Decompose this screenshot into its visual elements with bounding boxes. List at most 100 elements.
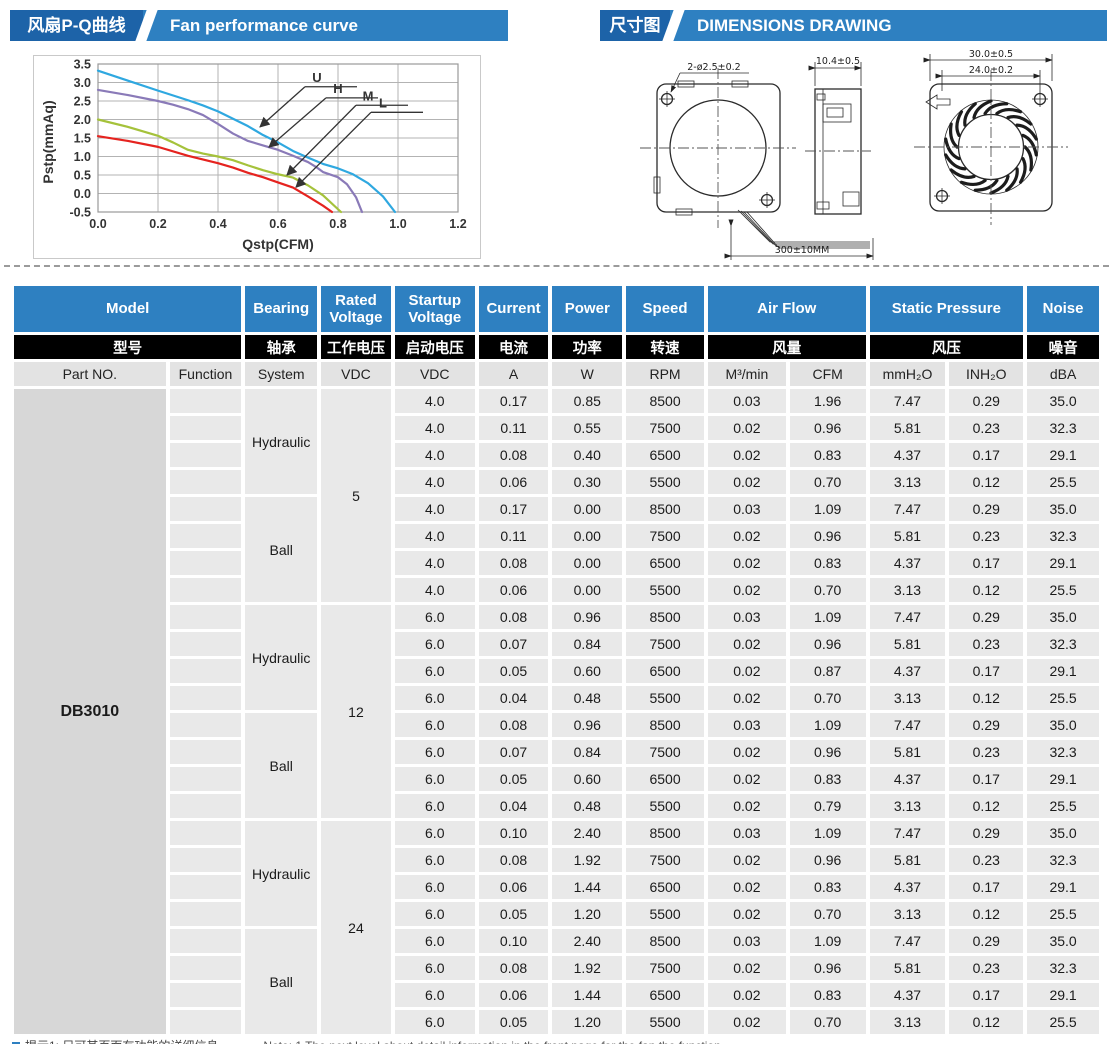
speed-cell: 6500 bbox=[626, 767, 704, 791]
table-row: 6.0 0.04 0.48 5500 0.02 0.79 3.13 0.12 25.5 bbox=[14, 794, 1099, 818]
table-row: 6.0 0.08 1.92 7500 0.02 0.96 5.81 0.23 32.3 bbox=[14, 848, 1099, 872]
current-cell: 0.06 bbox=[478, 983, 549, 1007]
svg-text:2.0: 2.0 bbox=[74, 113, 91, 127]
function-cell bbox=[169, 659, 242, 683]
header-current: Current bbox=[478, 286, 549, 332]
airflow-cfm-cell: 1.09 bbox=[789, 713, 866, 737]
startup-voltage-cell: 4.0 bbox=[394, 524, 475, 548]
bearing-system-cell: Ball bbox=[245, 497, 318, 602]
unit-inh2o: INH₂O bbox=[949, 362, 1024, 386]
function-cell bbox=[169, 443, 242, 467]
svg-text:3.0: 3.0 bbox=[74, 76, 91, 90]
svg-text:0.8: 0.8 bbox=[329, 217, 346, 231]
table-row: 6.0 0.07 0.84 7500 0.02 0.96 5.81 0.23 32.3 bbox=[14, 740, 1099, 764]
function-cell bbox=[169, 497, 242, 521]
startup-voltage-cell: 6.0 bbox=[394, 821, 475, 845]
pressure-mmh2o-cell: 7.47 bbox=[869, 497, 946, 521]
airflow-cfm-cell: 0.70 bbox=[789, 1010, 866, 1034]
current-cell: 0.05 bbox=[478, 1010, 549, 1034]
function-cell bbox=[169, 470, 242, 494]
outer-width-label: 30.0±0.5 bbox=[969, 49, 1013, 60]
startup-voltage-cell: 6.0 bbox=[394, 902, 475, 926]
pressure-inh2o-cell: 0.23 bbox=[949, 848, 1024, 872]
noise-cell: 32.3 bbox=[1027, 956, 1099, 980]
airflow-m3min-cell: 0.02 bbox=[707, 632, 786, 656]
speed-cell: 7500 bbox=[626, 632, 704, 656]
airflow-m3min-cell: 0.02 bbox=[707, 740, 786, 764]
current-cell: 0.11 bbox=[478, 416, 549, 440]
function-cell bbox=[169, 848, 242, 872]
header-bearing: Bearing bbox=[245, 286, 318, 332]
pressure-inh2o-cell: 0.23 bbox=[949, 956, 1024, 980]
airflow-cfm-cell: 0.79 bbox=[789, 794, 866, 818]
pressure-inh2o-cell: 0.12 bbox=[949, 470, 1024, 494]
current-cell: 0.06 bbox=[478, 578, 549, 602]
unit-rated-vdc: VDC bbox=[321, 362, 391, 386]
bearing-system-cell: Hydraulic bbox=[245, 389, 318, 494]
pressure-mmh2o-cell: 3.13 bbox=[869, 902, 946, 926]
pressure-inh2o-cell: 0.29 bbox=[949, 605, 1024, 629]
table-row: 6.0 0.06 1.44 6500 0.02 0.83 4.37 0.17 29.1 bbox=[14, 875, 1099, 899]
dimensions-title-zh: 尺寸图 bbox=[600, 10, 670, 41]
airflow-direction-arrow bbox=[925, 94, 951, 110]
power-cell: 1.44 bbox=[552, 983, 623, 1007]
header-model: Model bbox=[14, 286, 242, 332]
startup-voltage-cell: 6.0 bbox=[394, 605, 475, 629]
mounting-hole-rear-tr bbox=[1032, 91, 1048, 107]
pressure-mmh2o-cell: 5.81 bbox=[869, 956, 946, 980]
airflow-cfm-cell: 0.70 bbox=[789, 902, 866, 926]
startup-voltage-cell: 6.0 bbox=[394, 767, 475, 791]
svg-text:U: U bbox=[312, 70, 321, 85]
table-row: 4.0 0.06 0.00 5500 0.02 0.70 3.13 0.12 25.5 bbox=[14, 578, 1099, 602]
startup-voltage-cell: 4.0 bbox=[394, 416, 475, 440]
noise-cell: 25.5 bbox=[1027, 470, 1099, 494]
header-row-units: Part NO. Function System VDC VDC A W RPM… bbox=[14, 362, 1099, 386]
unit-part-no: Part NO. bbox=[14, 362, 166, 386]
function-cell bbox=[169, 821, 242, 845]
svg-text:0.0: 0.0 bbox=[89, 217, 106, 231]
table-row: 6.0 0.08 1.92 7500 0.02 0.96 5.81 0.23 32.3 bbox=[14, 956, 1099, 980]
pressure-mmh2o-cell: 5.81 bbox=[869, 632, 946, 656]
startup-voltage-cell: 6.0 bbox=[394, 794, 475, 818]
table-row: 4.0 0.11 0.00 7500 0.02 0.96 5.81 0.23 32.3 bbox=[14, 524, 1099, 548]
speed-cell: 8500 bbox=[626, 713, 704, 737]
airflow-cfm-cell: 0.83 bbox=[789, 443, 866, 467]
svg-text:0.4: 0.4 bbox=[209, 217, 226, 231]
airflow-m3min-cell: 0.02 bbox=[707, 524, 786, 548]
function-cell bbox=[169, 605, 242, 629]
header-static-pressure: Static Pressure bbox=[869, 286, 1024, 332]
power-cell: 0.40 bbox=[552, 443, 623, 467]
pressure-inh2o-cell: 0.12 bbox=[949, 578, 1024, 602]
fan-curve-section-header: 风扇P-Q曲线 Fan performance curve bbox=[10, 8, 508, 43]
speed-cell: 5500 bbox=[626, 686, 704, 710]
pressure-mmh2o-cell: 3.13 bbox=[869, 578, 946, 602]
airflow-cfm-cell: 0.96 bbox=[789, 632, 866, 656]
power-cell: 0.30 bbox=[552, 470, 623, 494]
noise-cell: 35.0 bbox=[1027, 389, 1099, 413]
current-cell: 0.17 bbox=[478, 497, 549, 521]
noise-cell: 29.1 bbox=[1027, 443, 1099, 467]
current-cell: 0.05 bbox=[478, 902, 549, 926]
dimensions-section-header: 尺寸图 DIMENSIONS DRAWING bbox=[600, 8, 1107, 43]
airflow-cfm-cell: 0.83 bbox=[789, 551, 866, 575]
function-cell bbox=[169, 956, 242, 980]
speed-cell: 5500 bbox=[626, 794, 704, 818]
speed-cell: 5500 bbox=[626, 578, 704, 602]
lead-wires bbox=[737, 209, 870, 249]
airflow-m3min-cell: 0.02 bbox=[707, 902, 786, 926]
startup-voltage-cell: 6.0 bbox=[394, 848, 475, 872]
noise-cell: 35.0 bbox=[1027, 497, 1099, 521]
header-speed-zh: 转速 bbox=[626, 335, 704, 359]
noise-cell: 35.0 bbox=[1027, 821, 1099, 845]
pressure-mmh2o-cell: 4.37 bbox=[869, 767, 946, 791]
table-row: 6.0 0.05 1.20 5500 0.02 0.70 3.13 0.12 25.5 bbox=[14, 902, 1099, 926]
power-cell: 1.92 bbox=[552, 848, 623, 872]
startup-voltage-cell: 6.0 bbox=[394, 1010, 475, 1034]
svg-text:2.5: 2.5 bbox=[74, 95, 91, 109]
startup-voltage-cell: 4.0 bbox=[394, 389, 475, 413]
speed-cell: 5500 bbox=[626, 902, 704, 926]
noise-cell: 35.0 bbox=[1027, 929, 1099, 953]
airflow-m3min-cell: 0.02 bbox=[707, 794, 786, 818]
power-cell: 0.60 bbox=[552, 767, 623, 791]
